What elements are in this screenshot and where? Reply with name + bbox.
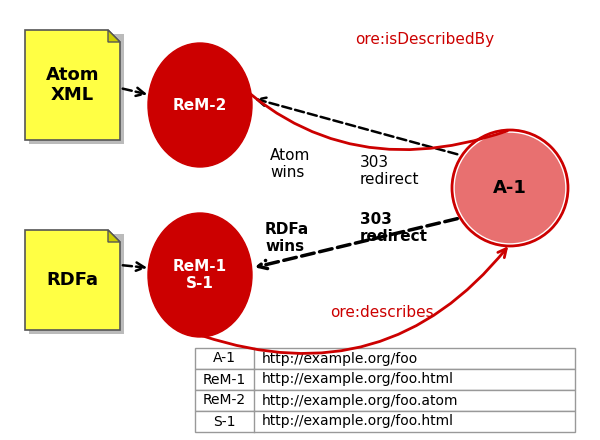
Text: Atom
wins: Atom wins: [270, 148, 310, 180]
Circle shape: [452, 130, 568, 246]
Bar: [195, 348, 575, 369]
Polygon shape: [108, 30, 120, 42]
Text: RDFa: RDFa: [47, 271, 98, 289]
Text: ReM-2: ReM-2: [203, 393, 246, 407]
Bar: [195, 369, 575, 390]
Text: 303
redirect: 303 redirect: [360, 155, 419, 187]
Text: http://example.org/foo: http://example.org/foo: [262, 352, 418, 366]
Text: http://example.org/foo.html: http://example.org/foo.html: [262, 373, 454, 386]
Bar: [195, 411, 575, 432]
Text: RDFa
wins: RDFa wins: [265, 222, 309, 254]
Polygon shape: [25, 30, 120, 140]
Ellipse shape: [148, 43, 252, 167]
Polygon shape: [108, 230, 120, 242]
Text: ReM-1: ReM-1: [203, 373, 246, 386]
Text: http://example.org/foo.html: http://example.org/foo.html: [262, 414, 454, 429]
Ellipse shape: [148, 213, 252, 337]
Text: http://example.org/foo.atom: http://example.org/foo.atom: [262, 393, 458, 407]
Text: Atom
XML: Atom XML: [46, 66, 99, 104]
Text: S-1: S-1: [213, 414, 236, 429]
Circle shape: [444, 122, 576, 254]
Text: ore:describes: ore:describes: [330, 305, 434, 320]
Text: ReM-2: ReM-2: [173, 98, 227, 113]
Text: 303
redirect: 303 redirect: [360, 212, 428, 244]
Text: A-1: A-1: [213, 352, 236, 366]
Text: A-1: A-1: [493, 179, 527, 197]
FancyBboxPatch shape: [29, 34, 124, 144]
FancyBboxPatch shape: [29, 234, 124, 334]
Polygon shape: [25, 230, 120, 330]
Text: ReM-1
S-1: ReM-1 S-1: [173, 259, 227, 291]
Bar: [195, 390, 575, 411]
Text: ore:isDescribedBy: ore:isDescribedBy: [355, 32, 494, 47]
